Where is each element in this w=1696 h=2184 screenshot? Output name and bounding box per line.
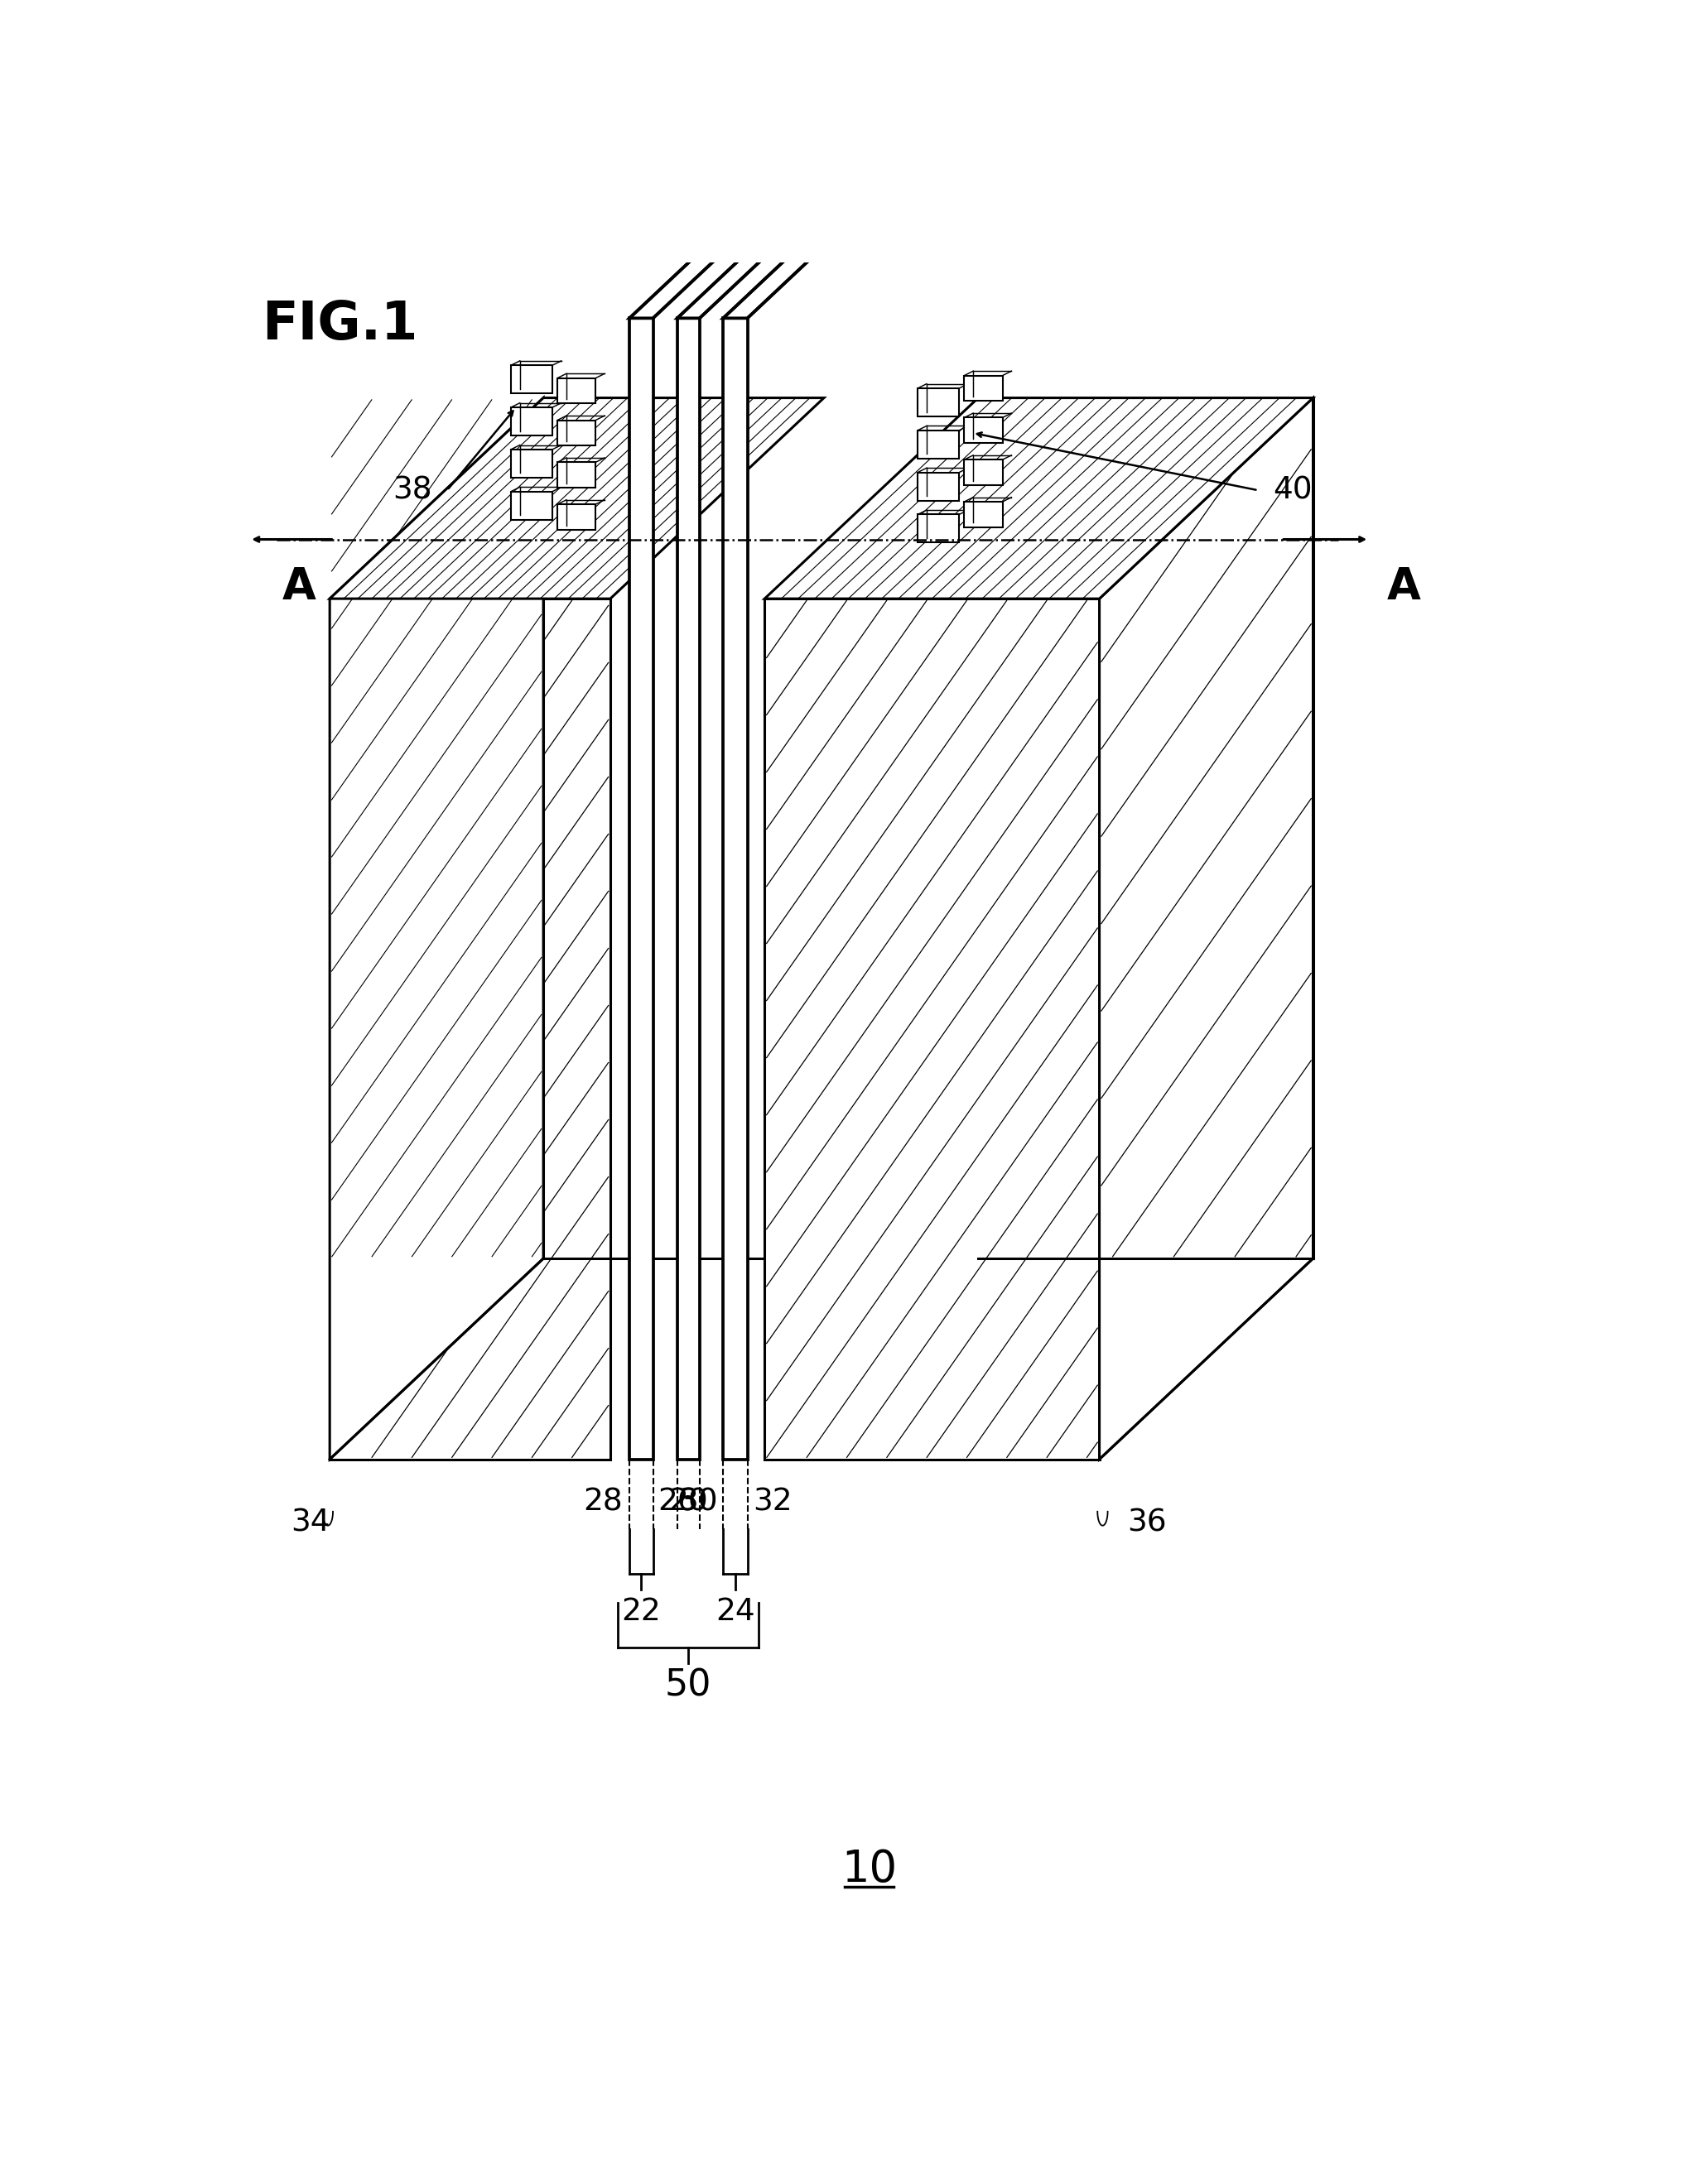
Bar [918, 389, 960, 417]
Bar [965, 417, 1002, 443]
Text: 36: 36 [1128, 1509, 1167, 1538]
Text: 32: 32 [753, 1487, 792, 1518]
Bar [510, 408, 553, 435]
Text: 40: 40 [1274, 476, 1313, 505]
Text: A: A [282, 566, 315, 609]
Text: 30: 30 [678, 1487, 717, 1518]
Bar [510, 365, 553, 393]
Text: FIG.1: FIG.1 [263, 299, 419, 349]
Bar [510, 450, 553, 478]
Text: A: A [1387, 566, 1421, 609]
Text: 26: 26 [658, 1487, 697, 1518]
Bar [918, 472, 960, 500]
Polygon shape [765, 397, 1313, 598]
Polygon shape [722, 118, 962, 319]
Polygon shape [722, 319, 748, 1459]
Text: 20: 20 [668, 1487, 707, 1518]
Text: 50: 50 [665, 1669, 712, 1704]
Bar [558, 463, 595, 487]
Bar [558, 419, 595, 446]
Bar [918, 515, 960, 542]
Polygon shape [629, 118, 867, 319]
Bar [965, 376, 1002, 402]
Polygon shape [677, 118, 912, 319]
Polygon shape [677, 319, 699, 1459]
Polygon shape [629, 319, 653, 1459]
Polygon shape [329, 397, 543, 1459]
Polygon shape [329, 598, 611, 1459]
Polygon shape [1099, 397, 1313, 1459]
Text: 10: 10 [841, 1848, 897, 1891]
Bar [918, 430, 960, 459]
Text: 24: 24 [716, 1597, 755, 1627]
Bar [965, 459, 1002, 485]
Polygon shape [765, 598, 1099, 1459]
Bar [510, 491, 553, 520]
Bar [558, 505, 595, 531]
Text: 22: 22 [621, 1597, 661, 1627]
Bar [965, 502, 1002, 526]
Text: 38: 38 [393, 476, 432, 505]
Text: 34: 34 [292, 1509, 331, 1538]
Polygon shape [329, 397, 824, 598]
Bar [558, 378, 595, 404]
Text: 28: 28 [583, 1487, 622, 1518]
